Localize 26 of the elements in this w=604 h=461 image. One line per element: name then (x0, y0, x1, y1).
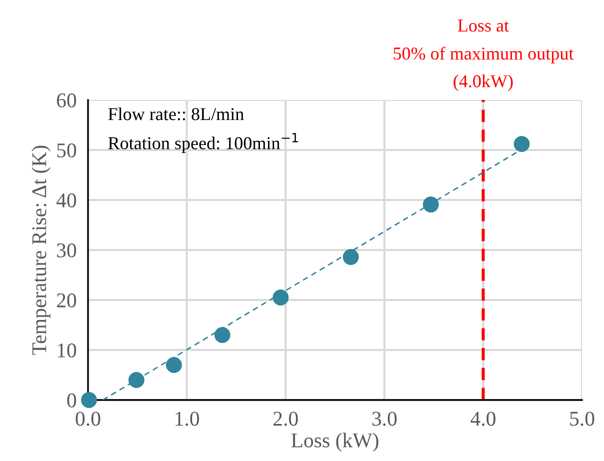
point (422, 196, 439, 212)
y-tick-label: 50 (57, 143, 76, 158)
point (342, 249, 359, 265)
x-tick-label: 5.0 (570, 412, 594, 426)
point (166, 357, 182, 373)
point (81, 392, 97, 408)
x-tick-label: 2.0 (273, 412, 298, 426)
x-axis-title: Loss (kW) (291, 432, 378, 452)
point (128, 372, 144, 388)
x-tick-label: 3.0 (372, 412, 397, 426)
y-tick-label: 0 (67, 393, 76, 408)
x-tick-label: 0.0 (76, 412, 100, 426)
point (514, 136, 530, 152)
annotation: Rotation speed: 100min$^{−1}$ (108, 133, 298, 153)
y-axis-title: Temperature Rise: Δt (K) (32, 146, 50, 355)
x-tick-label: 4.0 (470, 412, 496, 426)
point (214, 327, 230, 343)
y-tick-label: 60 (56, 93, 76, 108)
point (272, 290, 289, 306)
ref-line-label: Loss at 50% of maximum output (4.0kW) (394, 20, 574, 91)
annotation: Flow rate:: 8L/min (108, 108, 244, 120)
y-tick-label: 30 (57, 243, 76, 258)
y-tick-label: 20 (56, 293, 76, 308)
y-tick-label: 10 (58, 343, 76, 358)
x-tick-label: 1.0 (176, 412, 200, 426)
y-tick-label: 40 (56, 193, 76, 208)
